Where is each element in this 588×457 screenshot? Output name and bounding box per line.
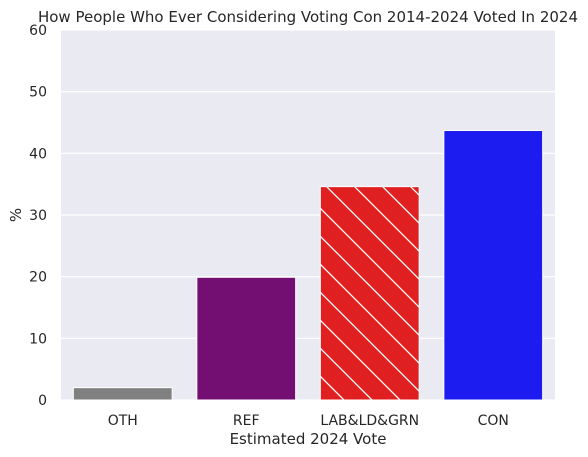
x-axis-title: Estimated 2024 Vote	[230, 430, 387, 448]
bar-oth	[72, 387, 173, 401]
y-tick-label: 40	[29, 146, 47, 162]
bar-con	[443, 130, 544, 401]
x-tick-labels: OTH REF LAB&LD&GRN CON	[108, 413, 509, 429]
bar-ref	[196, 276, 297, 401]
x-tick-label: CON	[478, 413, 509, 429]
x-tick-label: LAB&LD&GRN	[320, 413, 419, 429]
chart-title: How People Who Ever Considering Voting C…	[38, 8, 578, 26]
y-tick-label: 60	[29, 23, 47, 39]
bar-hatch-overlay	[320, 186, 420, 400]
y-tick-label: 30	[29, 208, 47, 224]
y-tick-label: 0	[38, 393, 47, 409]
y-axis-title: %	[7, 208, 25, 222]
y-tick-label: 20	[29, 270, 47, 286]
y-tick-label: 50	[29, 85, 47, 101]
y-tick-label: 10	[29, 331, 47, 347]
x-tick-label: OTH	[108, 413, 138, 429]
bars	[72, 130, 544, 401]
x-tick-label: REF	[233, 413, 260, 429]
y-tick-labels: 0 10 20 30 40 50 60	[29, 23, 47, 409]
